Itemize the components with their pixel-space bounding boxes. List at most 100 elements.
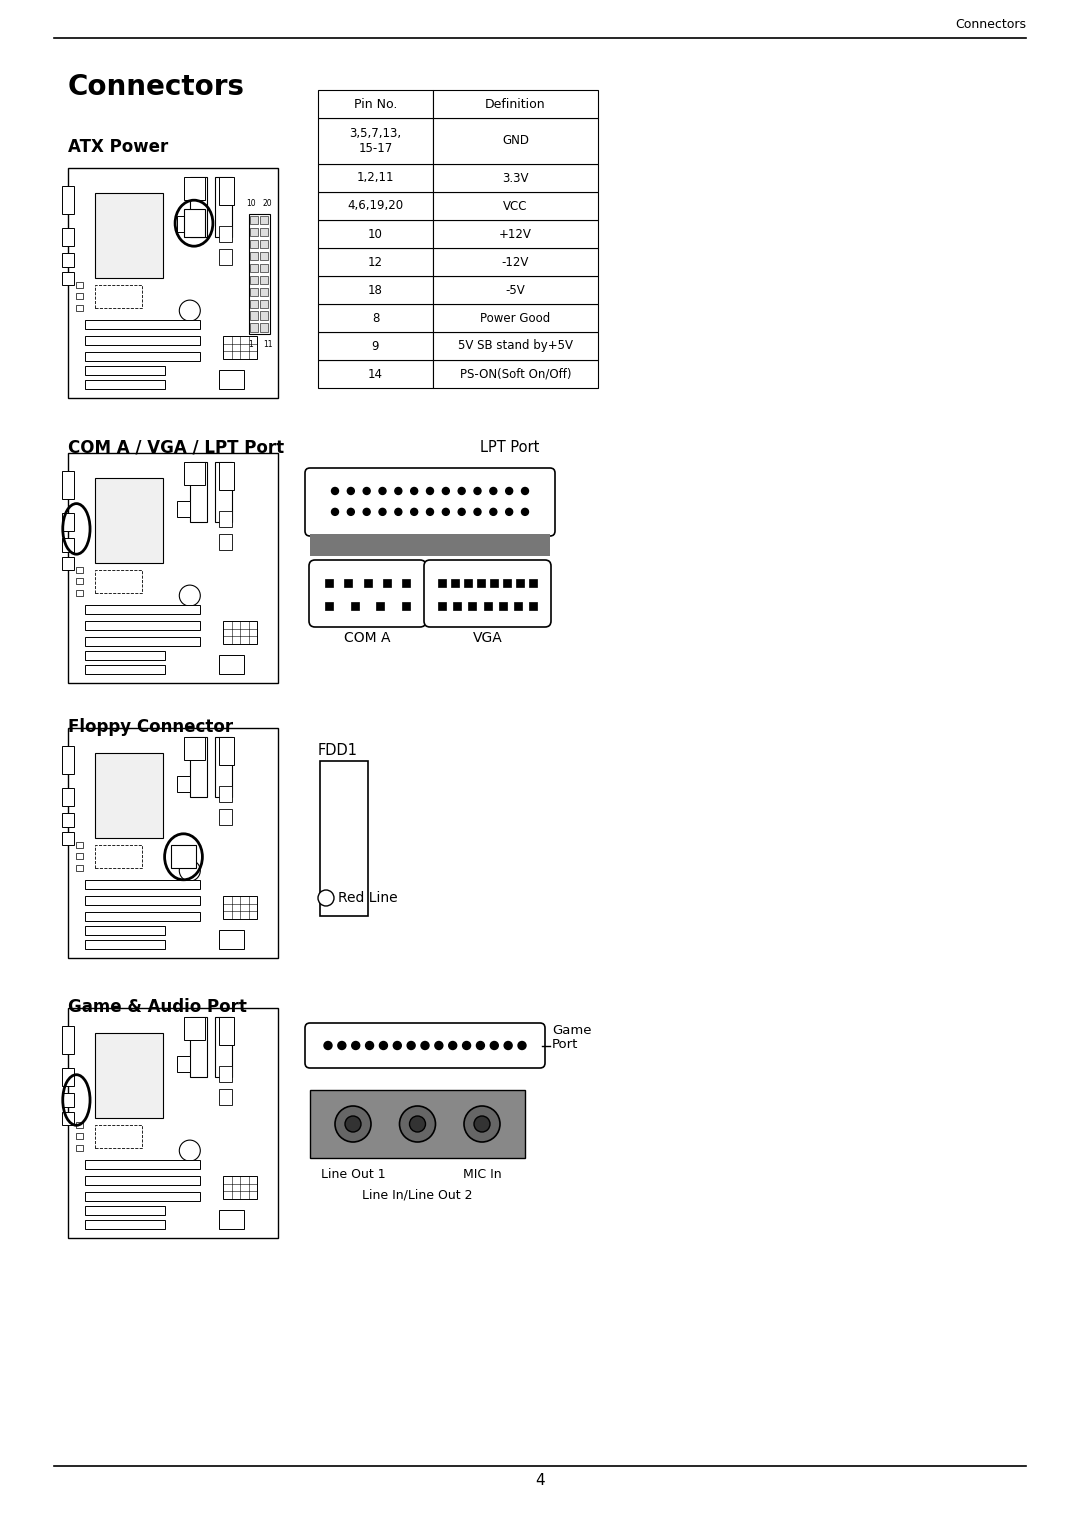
Circle shape	[435, 1042, 443, 1050]
Bar	[62, 813, 75, 827]
Bar	[260, 275, 268, 284]
Bar	[62, 1068, 75, 1086]
Bar	[469, 602, 476, 610]
Bar	[62, 556, 75, 570]
Bar	[260, 228, 268, 237]
Bar	[433, 163, 598, 193]
Circle shape	[458, 509, 465, 515]
Circle shape	[400, 1106, 435, 1141]
Text: -5V: -5V	[505, 284, 525, 296]
Bar	[260, 215, 268, 225]
Text: 14: 14	[368, 368, 383, 380]
Bar	[438, 579, 446, 587]
Circle shape	[522, 509, 528, 515]
Bar	[62, 228, 75, 246]
Bar	[85, 1206, 164, 1215]
Circle shape	[365, 1042, 374, 1050]
Bar	[402, 579, 410, 587]
Bar	[215, 736, 232, 798]
Circle shape	[324, 1042, 332, 1050]
Bar	[85, 605, 200, 614]
Bar	[219, 656, 244, 674]
Bar	[318, 304, 433, 332]
Text: +12V: +12V	[499, 228, 532, 240]
Bar	[177, 501, 190, 518]
Circle shape	[332, 487, 338, 495]
Bar	[77, 865, 83, 871]
Bar	[85, 319, 200, 329]
Bar	[529, 579, 537, 587]
Bar	[451, 579, 459, 587]
Bar	[490, 579, 498, 587]
Circle shape	[476, 1042, 485, 1050]
Bar	[529, 602, 537, 610]
Bar	[260, 264, 268, 272]
Text: GND: GND	[502, 134, 529, 148]
Circle shape	[379, 487, 386, 495]
Text: 9: 9	[372, 339, 379, 353]
Circle shape	[474, 509, 481, 515]
Text: -12V: -12V	[502, 255, 529, 269]
Bar	[433, 304, 598, 332]
Bar	[77, 306, 83, 310]
Bar	[219, 931, 244, 949]
Circle shape	[448, 1042, 457, 1050]
Bar	[62, 513, 75, 532]
Bar	[184, 736, 204, 761]
Bar	[184, 461, 204, 486]
Bar	[171, 845, 197, 868]
Bar	[184, 177, 204, 200]
Bar	[95, 1125, 141, 1149]
Bar	[219, 370, 244, 388]
Text: Line Out 1: Line Out 1	[321, 1167, 386, 1181]
Circle shape	[379, 1042, 388, 1050]
Bar	[62, 788, 75, 807]
Bar	[95, 194, 162, 278]
Bar	[364, 579, 372, 587]
Bar	[85, 365, 164, 374]
Bar	[260, 287, 268, 296]
Text: PS-ON(Soft On/Off): PS-ON(Soft On/Off)	[460, 368, 571, 380]
Circle shape	[407, 1042, 415, 1050]
Bar	[310, 533, 550, 556]
Text: 3.3V: 3.3V	[502, 171, 529, 185]
Bar	[260, 252, 268, 260]
Bar	[433, 118, 598, 163]
Text: Game & Audio Port: Game & Audio Port	[68, 998, 247, 1016]
Bar	[249, 299, 258, 307]
Text: FDD1: FDD1	[318, 743, 357, 758]
Bar	[318, 220, 433, 248]
Bar	[402, 602, 410, 610]
Text: ATX Power: ATX Power	[68, 138, 168, 156]
Bar	[62, 538, 75, 552]
Text: 4,6,19,20: 4,6,19,20	[348, 200, 404, 212]
Bar	[219, 736, 234, 766]
Text: VGA: VGA	[473, 631, 502, 645]
Text: 8: 8	[372, 312, 379, 324]
Bar	[433, 193, 598, 220]
Bar	[433, 90, 598, 118]
Text: COM A / VGA / LPT Port: COM A / VGA / LPT Port	[68, 439, 284, 455]
Bar	[433, 220, 598, 248]
Bar	[249, 287, 258, 296]
Circle shape	[179, 860, 200, 882]
Circle shape	[409, 1115, 426, 1132]
Circle shape	[379, 509, 386, 515]
Text: Connectors: Connectors	[955, 18, 1026, 31]
Bar	[219, 249, 232, 264]
Circle shape	[474, 1115, 490, 1132]
Bar	[219, 1088, 232, 1105]
Bar	[177, 1056, 190, 1073]
Bar	[77, 579, 83, 584]
Bar	[190, 736, 206, 798]
Bar	[85, 620, 200, 630]
Circle shape	[338, 1042, 346, 1050]
Bar	[77, 1134, 83, 1138]
Bar	[484, 602, 491, 610]
Bar	[85, 379, 164, 388]
Bar	[351, 602, 359, 610]
Bar	[433, 361, 598, 388]
Bar	[85, 880, 200, 889]
Circle shape	[505, 509, 513, 515]
Circle shape	[348, 487, 354, 495]
